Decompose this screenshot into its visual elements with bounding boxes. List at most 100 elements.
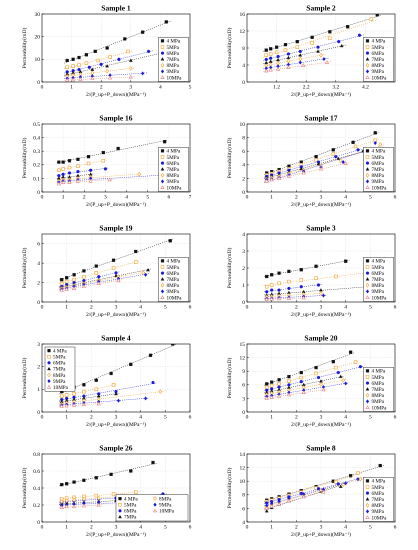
legend-marker	[365, 259, 370, 263]
fit-line	[59, 271, 120, 287]
x-axis-label: 2/(P_up+P_down)(MPa⁻¹)	[86, 531, 146, 538]
data-point	[128, 58, 133, 62]
data-point	[143, 396, 148, 401]
data-point	[67, 180, 72, 184]
data-point	[57, 160, 61, 164]
x-tick-label: 4	[159, 85, 162, 91]
legend-marker	[47, 361, 51, 365]
legend-marker	[160, 173, 165, 178]
legend-label: 5MPa	[372, 265, 385, 271]
data-point	[61, 167, 65, 171]
y-tick-label: 2	[242, 266, 245, 272]
data-point	[318, 166, 324, 171]
data-point	[133, 490, 138, 494]
y-tick-label: 0.4	[33, 136, 40, 142]
legend-label: 4 MPa	[372, 149, 386, 155]
data-point	[270, 273, 274, 277]
subplot: Sample 19 0 1 2 3 4 5 6 0 2 4 6 2/(P_up+P_down)(MPa⁻…	[21, 224, 192, 319]
legend-marker	[47, 366, 51, 371]
data-point	[283, 43, 288, 47]
legend-label: 8MPa	[167, 283, 180, 289]
legend-marker	[160, 289, 165, 294]
data-point	[286, 58, 291, 64]
legend-marker	[365, 405, 370, 409]
data-point	[96, 281, 101, 286]
fit-line	[264, 477, 365, 508]
fit-line	[264, 284, 323, 292]
data-point	[268, 52, 273, 56]
data-point	[111, 266, 116, 270]
data-point	[276, 296, 282, 301]
x-tick-label: 3	[320, 415, 323, 421]
data-point	[264, 506, 269, 510]
data-point	[96, 58, 100, 63]
legend-label: 5MPa	[372, 375, 385, 381]
y-axis-label: Permeability(mD)	[21, 28, 28, 69]
y-tick-label: 9	[242, 369, 245, 375]
legend-label: 4 MPa	[372, 369, 386, 375]
data-point	[356, 148, 360, 152]
fit-line	[59, 495, 123, 502]
legend-label: 10MPa	[167, 75, 183, 81]
y-tick-label: 0.8	[33, 452, 40, 458]
legend-label: 9MPa	[372, 179, 385, 185]
legend-marker	[365, 485, 370, 489]
data-point	[310, 41, 314, 45]
legend-label: 9MPa	[167, 179, 180, 185]
data-point	[316, 45, 320, 49]
x-tick-label: 7	[189, 195, 192, 201]
legend-marker	[365, 289, 370, 294]
data-point	[146, 267, 150, 272]
data-point	[59, 281, 64, 286]
data-point	[94, 264, 98, 268]
x-axis-label: 2/(P_up+P_down)(MPa⁻¹)	[86, 311, 146, 318]
data-point	[334, 274, 338, 279]
legend-marker	[365, 375, 370, 379]
data-point	[64, 393, 69, 397]
x-tick-label: 4	[344, 195, 347, 201]
y-axis-label: Permeability(mD)	[21, 468, 28, 509]
fit-line	[59, 260, 140, 285]
data-point	[274, 50, 279, 54]
subplot: Sample 1 0 1 2 3 4 5 0 10 20 30 2/(P_up+P_down)(MPa…	[21, 4, 192, 99]
legend-label: 7MPa	[372, 167, 385, 173]
y-tick-label: 16	[240, 12, 246, 18]
data-point	[264, 284, 269, 289]
fit-line	[263, 57, 329, 69]
x-tick-label: 3	[320, 195, 323, 201]
data-point	[277, 288, 281, 292]
data-point	[56, 181, 62, 186]
data-point	[59, 404, 64, 408]
data-point	[322, 56, 326, 62]
data-point	[331, 152, 336, 156]
y-tick-label: 4	[242, 163, 245, 169]
y-tick-label: 0.1	[33, 176, 40, 182]
fit-line	[264, 295, 328, 299]
data-point	[299, 370, 303, 375]
data-point	[264, 396, 269, 400]
legend-label: 6MPa	[372, 51, 385, 57]
data-point	[108, 55, 112, 59]
fit-line	[264, 360, 360, 389]
data-point	[298, 56, 303, 62]
data-point	[75, 178, 81, 183]
data-point	[275, 66, 281, 71]
y-tick-label: 0.6	[33, 469, 40, 475]
fit-line	[64, 20, 171, 64]
data-point	[348, 474, 353, 478]
y-tick-label: 30	[35, 12, 41, 18]
data-point	[116, 278, 121, 283]
x-tick-label: 1.2	[273, 85, 280, 91]
fit-line	[264, 292, 325, 298]
legend-marker	[160, 179, 165, 184]
data-point	[71, 64, 75, 68]
data-point	[94, 476, 98, 480]
fit-line	[264, 481, 350, 506]
data-point	[319, 382, 323, 387]
data-point	[314, 365, 318, 370]
legend-label: 10MPa	[53, 385, 69, 391]
x-tick-label: 5	[369, 525, 372, 531]
x-tick-label: 6	[189, 415, 192, 421]
x-tick-label: 3	[129, 85, 132, 91]
legend-label: 4 MPa	[53, 348, 67, 354]
